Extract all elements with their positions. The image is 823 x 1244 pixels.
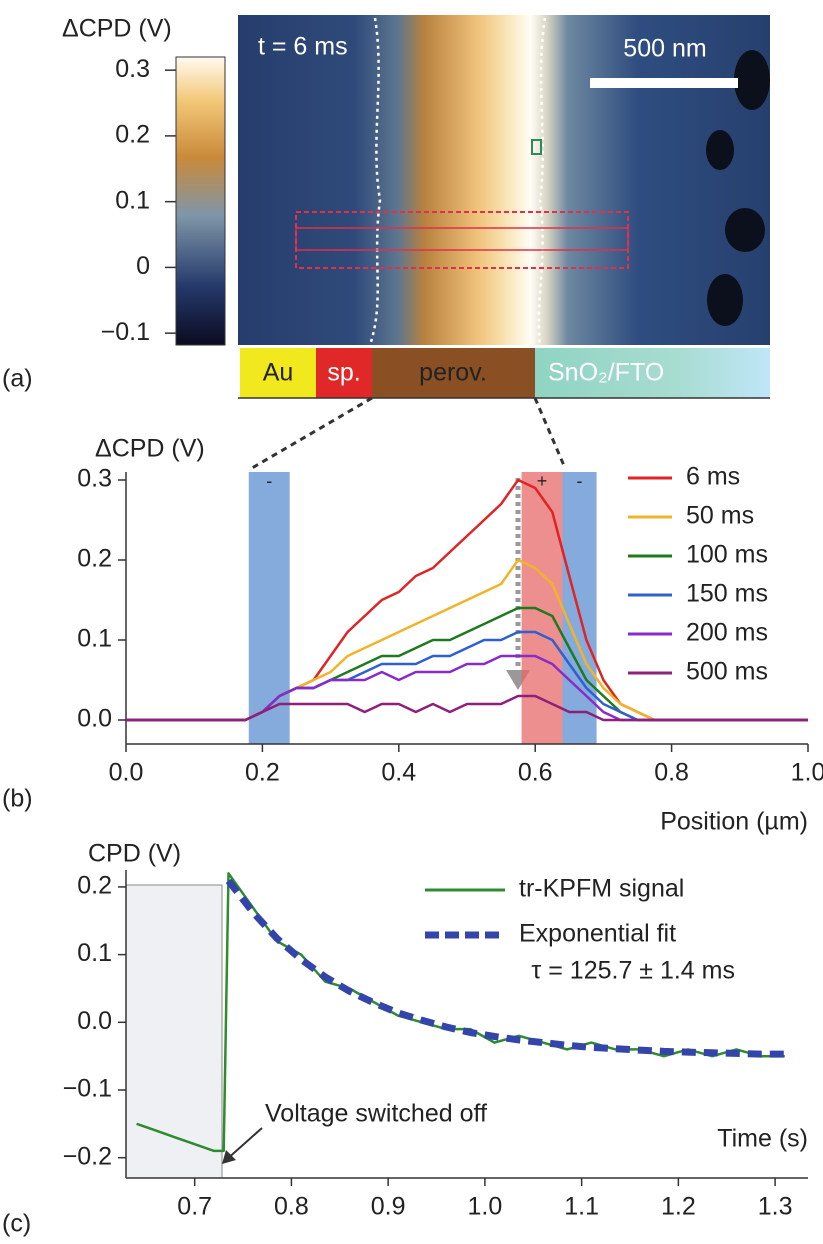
colorbar-tick-label: −0.1 [101,318,150,346]
annotation-arrow [222,1150,236,1164]
kpfm-map [238,15,770,345]
x-tick-label: 0.6 [518,759,553,787]
y-tick-label: 0.1 [77,625,112,653]
x-tick-label: 0.2 [245,759,280,787]
series-line [225,878,785,1058]
x-tick-label: 0.9 [371,1193,406,1221]
annotation-arrow [225,1127,263,1161]
x-tick-label: 1.1 [564,1193,599,1221]
layer-label: sp. [327,359,360,387]
boundary-line [537,17,547,346]
legend-label: 50 ms [686,502,754,530]
series-line [126,694,808,722]
band-label: + [537,471,548,491]
colorbar-tick-label: 0.3 [115,55,150,83]
x-tick-label: 1.2 [661,1193,696,1221]
legend-label: 200 ms [686,619,768,647]
legend-label: 500 ms [686,658,768,686]
profile-box [295,227,629,251]
colorbar-tick-label: 0.2 [115,121,150,149]
x-tick-label: 0.4 [381,759,416,787]
x-tick-label: 0.7 [177,1193,212,1221]
series-line [136,872,785,1153]
layer [316,348,372,398]
band [562,472,597,744]
dark-patches [706,50,770,326]
band [248,472,290,744]
layer [240,348,316,398]
scale-bar [590,78,738,88]
boundary-line [368,17,382,346]
x-tick-label: 0.8 [654,759,689,787]
y-tick-label: −0.2 [63,1142,112,1170]
time-label: t = 6 ms [258,33,348,61]
colorbar [175,56,226,346]
y-axis-label: CPD (V) [88,840,181,868]
band-label: - [266,471,272,491]
y-tick-label: 0.1 [77,939,112,967]
y-axis-label: ΔCPD (V) [95,435,205,463]
connector [533,397,567,469]
y-tick-label: 0.3 [77,465,112,493]
colorbar-tick-label: 0 [136,252,150,280]
y-tick-label: 0.2 [77,872,112,900]
x-tick-label: 0.0 [109,759,144,787]
legend-label: 150 ms [686,580,768,608]
switch-annotation: Voltage switched off [265,1100,487,1128]
layer-label: SnO₂/FTO [548,359,664,387]
scale-label: 500 nm [623,35,706,63]
layer-label: Au [263,359,294,387]
x-axis-label: Time (s) [717,1125,808,1153]
connector [251,396,373,470]
y-tick-label: 0.2 [77,545,112,573]
panel-label: (b) [2,785,33,813]
x-tick-label: 0.8 [274,1193,309,1221]
band-label: - [577,471,583,491]
panel-label: (a) [2,365,33,393]
shaded-region [125,884,223,1179]
y-tick-label: −0.1 [63,1075,112,1103]
colorbar-tick-label: 0.1 [115,186,150,214]
legend-label: 100 ms [686,541,768,569]
fit-annotation: τ = 125.7 ± 1.4 ms [531,957,735,985]
layer-label: perov. [419,359,487,387]
legend-label: Exponential fit [519,920,676,948]
layer [372,348,535,398]
panel-label: (c) [2,1210,31,1238]
legend-label: 6 ms [686,463,740,491]
x-tick-label: 1.0 [791,759,823,787]
x-tick-label: 1.3 [758,1193,793,1221]
colorbar-label: ΔCPD (V) [62,15,172,43]
y-tick-label: 0.0 [77,705,112,733]
y-tick-label: 0.0 [77,1007,112,1035]
marker [531,139,542,155]
x-tick-label: 1.0 [468,1193,503,1221]
x-axis-label: Position (µm) [660,808,808,836]
legend-label: tr-KPFM signal [519,875,684,903]
layer [535,348,770,398]
